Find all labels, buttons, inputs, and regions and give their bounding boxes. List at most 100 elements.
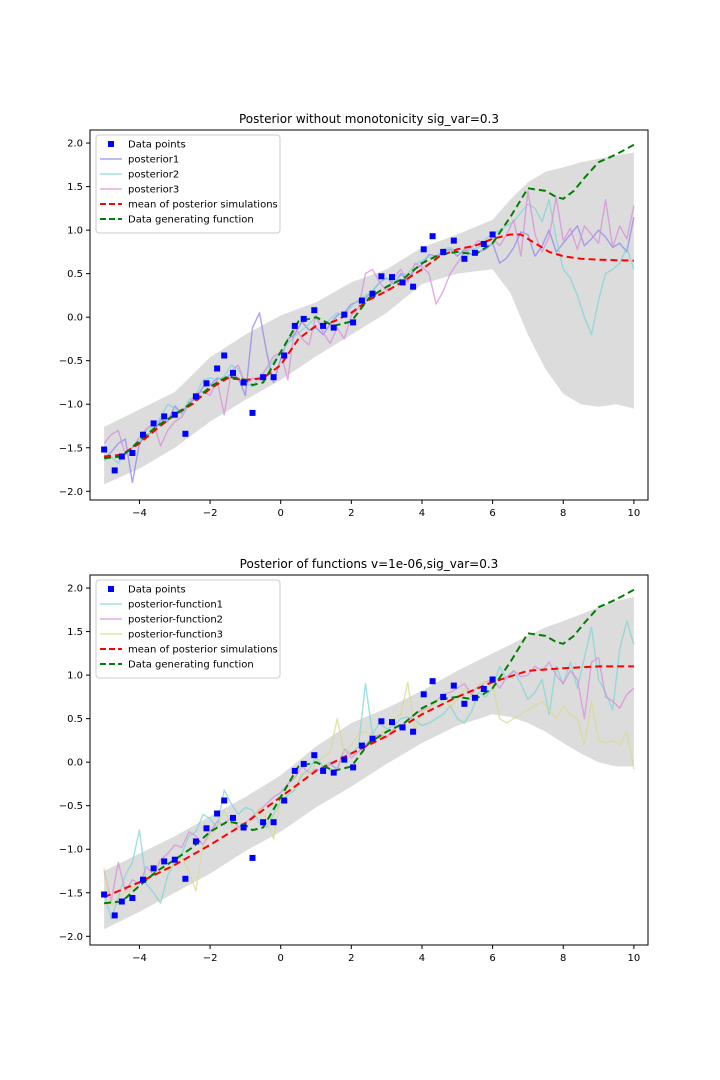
chart-bottom: Posterior of functions v=1e-06,sig_var=0… xyxy=(59,557,649,964)
axes-frame xyxy=(89,129,649,501)
chart-title: Posterior of functions v=1e-06,sig_var=0… xyxy=(240,557,499,571)
y-tick-label: 0.0 xyxy=(67,313,83,324)
data-point xyxy=(230,814,236,821)
chart-top: Posterior without monotonicity sig_var=0… xyxy=(59,112,649,519)
data-point xyxy=(341,756,348,763)
data-point xyxy=(171,411,178,418)
y-tick-label: −2.0 xyxy=(59,487,83,498)
data-point xyxy=(330,769,337,776)
y-tick-label: −1.5 xyxy=(59,888,83,899)
data-point xyxy=(389,719,395,726)
x-tick-label: 10 xyxy=(628,953,641,964)
y-tick-label: 0.5 xyxy=(67,269,83,280)
x-tick-label: −2 xyxy=(203,953,218,964)
y-tick-label: −2.0 xyxy=(59,932,83,943)
data-point xyxy=(358,742,365,749)
data-point xyxy=(192,838,199,845)
y-tick-label: 0.0 xyxy=(67,758,83,769)
x-tick-label: −2 xyxy=(203,508,218,519)
x-tick-label: −4 xyxy=(132,953,147,964)
data-point xyxy=(410,728,417,735)
x-tick-label: 2 xyxy=(348,508,354,519)
x-tick-label: 8 xyxy=(560,953,566,964)
data-point xyxy=(378,718,385,725)
data-point xyxy=(111,912,118,919)
data-point xyxy=(240,824,247,831)
data-point xyxy=(320,322,327,329)
x-tick-label: 6 xyxy=(489,508,495,519)
x-tick-label: −4 xyxy=(132,508,147,519)
data-point xyxy=(480,241,487,247)
legend-label: posterior2 xyxy=(128,170,179,181)
legend-label: posterior1 xyxy=(128,155,179,166)
data-point xyxy=(240,379,247,386)
data-point xyxy=(291,322,298,329)
data-point xyxy=(489,231,496,238)
x-tick-label: 10 xyxy=(628,508,641,519)
data-point xyxy=(369,735,376,742)
data-point xyxy=(358,297,365,304)
confidence-band xyxy=(104,152,634,485)
legend: Data points posterior-function1 posterior-… xyxy=(95,579,281,679)
x-tick-label: 6 xyxy=(489,953,495,964)
data-point xyxy=(281,352,288,359)
data-point xyxy=(440,693,447,700)
data-point xyxy=(150,865,157,872)
data-point xyxy=(161,858,168,865)
data-point xyxy=(118,453,125,460)
data-point xyxy=(389,274,395,281)
series-line-posterior1 xyxy=(103,216,635,484)
data-point xyxy=(203,380,210,387)
legend-marker xyxy=(108,141,114,147)
data-point xyxy=(214,365,221,372)
series-line-posterior3 xyxy=(103,190,635,456)
data-point xyxy=(399,279,406,286)
data-point xyxy=(330,324,337,331)
y-tick-label: −1.5 xyxy=(59,443,83,454)
data-point xyxy=(410,283,417,290)
data-point xyxy=(192,393,199,400)
y-tick-label: −1.0 xyxy=(59,845,83,856)
legend-label: Data generating function xyxy=(128,660,254,671)
x-tick-label: 2 xyxy=(348,953,354,964)
legend-label: posterior-function2 xyxy=(128,615,223,626)
data-point xyxy=(161,413,168,420)
data-point xyxy=(320,767,327,774)
data-point xyxy=(450,237,457,244)
data-point xyxy=(291,767,298,774)
legend: Data points posterior1 posterior2 posterior… xyxy=(95,134,281,234)
data-point xyxy=(249,854,256,861)
x-tick-label: 8 xyxy=(560,508,566,519)
data-point xyxy=(230,369,236,376)
data-point xyxy=(260,819,267,826)
series-line-posterior-function3 xyxy=(103,681,635,907)
legend-marker xyxy=(108,586,114,592)
data-point xyxy=(471,694,478,701)
y-tick-label: 1.0 xyxy=(67,671,83,682)
x-tick-label: 0 xyxy=(278,953,284,964)
data-point xyxy=(281,797,288,804)
data-point xyxy=(461,700,468,707)
y-tick-label: 1.0 xyxy=(67,226,83,237)
data-point xyxy=(214,810,221,817)
data-point xyxy=(350,319,357,326)
legend-label: mean of posterior simulations xyxy=(128,645,278,656)
y-tick-label: −0.5 xyxy=(59,801,83,812)
data-point xyxy=(341,311,348,318)
data-point xyxy=(203,825,210,832)
data-point xyxy=(101,891,108,898)
y-tick-label: 2.0 xyxy=(67,139,83,150)
legend-box xyxy=(95,579,281,679)
data-point xyxy=(270,819,277,826)
data-point xyxy=(369,290,376,297)
series-line-mean-of-posterior-simulations xyxy=(103,233,634,458)
data-point xyxy=(140,431,146,438)
chart-title: Posterior without monotonicity sig_var=0… xyxy=(239,112,499,126)
data-point xyxy=(461,255,468,262)
data-point xyxy=(221,352,228,359)
legend-label: Data points xyxy=(128,585,186,596)
legend-label: posterior-function1 xyxy=(128,600,223,611)
y-tick-label: 1.5 xyxy=(67,182,83,193)
plot-area xyxy=(101,143,635,485)
